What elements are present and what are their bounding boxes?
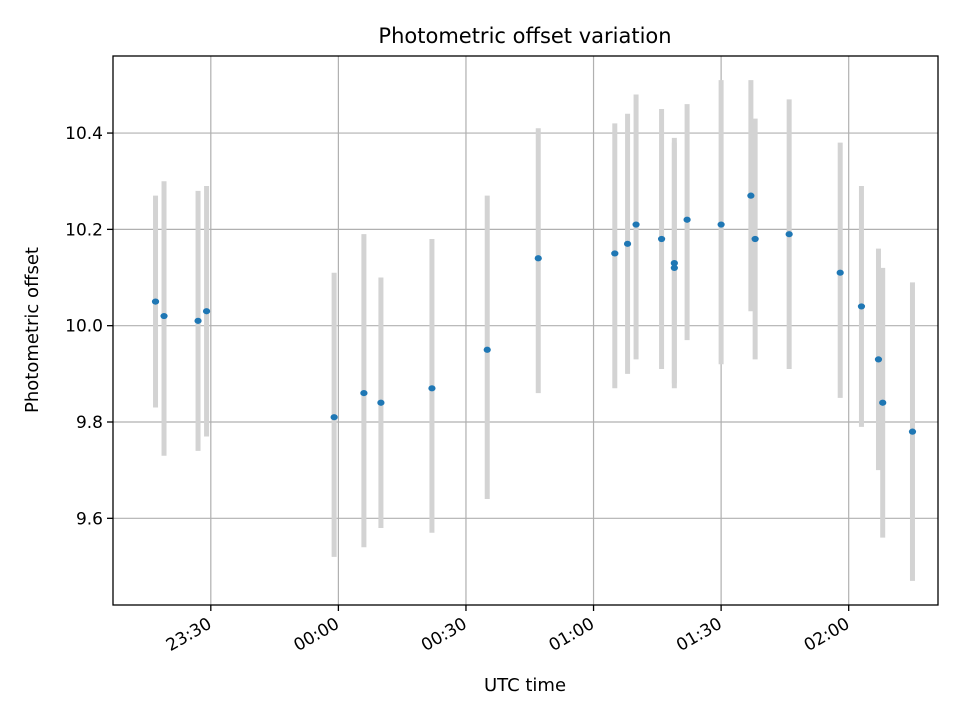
data-point [194,317,202,324]
data-point [202,308,211,315]
x-tick-label: 01:30 [673,614,725,656]
data-point [160,312,168,320]
x-tick-label: 00:30 [418,614,470,656]
y-tick-label: 9.8 [76,413,103,433]
data-point [534,255,542,262]
plot-frame [112,55,939,606]
x-axis-label: UTC time [484,675,566,696]
data-point [717,221,725,228]
data-point [857,303,866,310]
data-point [836,269,844,276]
data-point [747,192,755,199]
data-point [879,399,887,406]
data-point [483,346,491,353]
y-tick-label: 10.2 [65,220,103,240]
y-axis-label: Photometric offset [22,247,43,413]
data-point [632,221,640,228]
data-point [670,264,678,271]
data-point [330,414,338,421]
y-tick-label: 10.4 [65,124,103,144]
data-points [151,192,917,435]
data-point [670,259,678,267]
data-point [785,231,793,238]
y-tick-label: 9.6 [76,509,103,529]
x-tick-label: 00:00 [290,614,342,656]
x-tick-label: 23:30 [163,614,215,656]
data-point [428,385,436,392]
data-point [623,240,632,247]
data-point [151,298,160,305]
error-bars [153,80,915,581]
data-point [377,399,385,406]
grid-layer [113,56,938,605]
data-point [908,428,917,435]
x-tick-label: 02:00 [801,614,853,656]
data-point [751,235,759,243]
data-point [683,216,691,223]
data-point [611,250,619,257]
data-point [360,390,368,397]
chart-title: Photometric offset variation [378,24,671,48]
axis-ticks: 23:30 00:00 00:30 01:00 01:30 02:00 9.6 9.8 10.0… [65,124,853,656]
data-point [657,235,666,243]
y-tick-label: 10.0 [65,317,103,337]
data-point [874,356,883,363]
x-tick-label: 01:00 [546,614,598,656]
